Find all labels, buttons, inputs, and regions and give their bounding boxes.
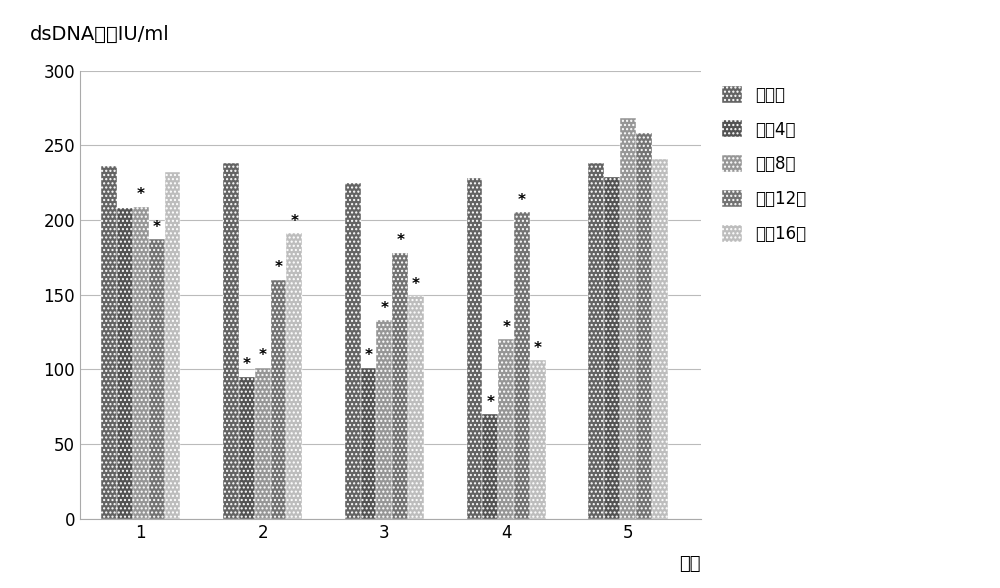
Bar — [255, 368, 271, 519]
Bar — [345, 183, 361, 519]
Text: *: * — [137, 187, 145, 202]
Bar — [498, 339, 514, 519]
Bar — [467, 178, 482, 519]
Text: *: * — [153, 220, 161, 235]
Bar — [376, 320, 392, 519]
Bar — [482, 414, 498, 519]
Bar — [223, 163, 239, 519]
Bar — [392, 253, 408, 519]
Text: 组别: 组别 — [680, 554, 701, 573]
Text: dsDNA抗体IU/ml: dsDNA抗体IU/ml — [30, 25, 170, 44]
Bar — [286, 233, 302, 519]
Text: *: * — [502, 320, 510, 335]
Text: *: * — [259, 349, 267, 363]
Text: *: * — [534, 341, 542, 356]
Text: *: * — [243, 358, 251, 372]
Legend: 给药前, 给药4周, 给药8周, 给药12周, 给药16周: 给药前, 给药4周, 给药8周, 给药12周, 给药16周 — [716, 79, 813, 250]
Bar — [117, 208, 133, 519]
Text: *: * — [412, 277, 420, 292]
Bar — [620, 118, 636, 519]
Bar — [133, 206, 149, 519]
Bar — [239, 377, 255, 519]
Text: *: * — [396, 233, 404, 248]
Bar — [165, 172, 180, 519]
Bar — [604, 176, 620, 519]
Bar — [101, 166, 117, 519]
Bar — [652, 159, 668, 519]
Text: *: * — [290, 214, 298, 229]
Bar — [271, 280, 286, 519]
Text: *: * — [486, 395, 494, 410]
Bar — [530, 360, 546, 519]
Bar — [636, 133, 652, 519]
Text: *: * — [365, 349, 373, 363]
Bar — [588, 163, 604, 519]
Bar — [361, 368, 376, 519]
Text: *: * — [274, 260, 282, 275]
Bar — [149, 239, 165, 519]
Text: *: * — [518, 193, 526, 208]
Bar — [408, 296, 424, 519]
Text: *: * — [380, 300, 388, 316]
Bar — [514, 212, 530, 519]
